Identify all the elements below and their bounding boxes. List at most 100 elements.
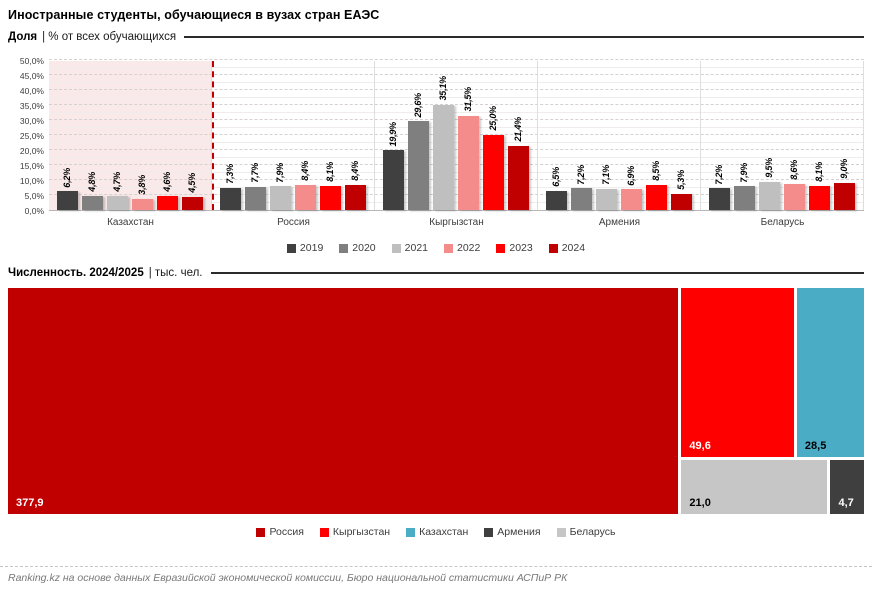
bar-value-label: 25,0% [487,106,498,131]
major-gridline [49,134,864,135]
bar-value-label: 7,2% [575,164,586,185]
share-section-header: Доля | % от всех обучающихся [8,31,864,43]
share-bar-chart: 0,0% 5,0% 10,0% 15,0% 20,0% 25,0% 30,0% 35,0% 40… [8,56,864,233]
bar-rect [671,194,692,210]
bar-rect [57,191,78,210]
major-gridline [49,59,864,60]
legend-label: Россия [269,526,304,538]
kazakhstan-highlight-zone [49,61,212,210]
bar-value-label: 29,6% [412,92,423,118]
category-axis-labels: Казахстан Россия Кыргызстан Армения Беларусь [49,217,864,228]
y-tick-label: 40,0% [19,86,44,96]
legend-swatch [556,527,566,537]
category-label-Россия: Россия [277,217,310,228]
bar-Армения-2021: 7,1% [596,61,617,210]
minor-gridline [49,156,864,158]
page-title: Иностранные студенты, обучающиеся в вуза… [8,8,380,22]
y-tick-label: 15,0% [19,161,44,171]
bar-value-label: 9,5% [763,157,774,178]
legend-swatch [548,243,558,253]
legend-item-Беларусь: Беларусь [556,526,616,538]
legend-label: Кыргызстан [332,526,391,538]
legend-label: 2022 [457,242,481,254]
bar-rect [596,188,617,210]
legend-item-2022: 2022 [444,242,480,254]
bar-value-label: 9,0% [838,159,849,179]
y-tick-label: 0,0% [24,206,44,216]
category-label-Кыргызстан: Кыргызстан [429,217,484,228]
bar-value-label: 8,4% [349,161,360,181]
bar-Россия-2021: 7,9% [270,61,291,210]
bar-rect [82,195,103,210]
legend-swatch [391,243,401,253]
bar-value-label: 19,9% [387,121,398,147]
bar-rect [458,115,479,210]
bar-rect [220,188,241,210]
bar-Беларусь-2021: 9,5% [759,61,780,210]
bar-value-label: 3,8% [136,174,147,195]
major-gridline [49,119,864,120]
bar-Армения-2023: 8,5% [646,61,667,210]
bar-rect [508,145,529,210]
bar-Россия-2022: 8,4% [295,61,316,210]
treemap-top-row: 49,6 28,5 [681,288,864,458]
legend-swatch [286,243,296,253]
bar-rect [546,190,567,210]
bar-group-Кыргызстан: 19,9% 29,6% 35,1% 31,5% 25,0% 21,4% [375,61,538,210]
bar-Казахстан-2022: 3,8% [132,61,153,210]
bar-value-label: 31,5% [462,86,473,112]
share-section-title: Доля [8,31,38,43]
y-tick-label: 50,0% [19,56,44,66]
treemap-block-armenia: 4,7 [830,460,864,514]
bar-Казахстан-2019: 6,2% [57,61,78,210]
minor-gridline [49,186,864,188]
bar-value-label: 8,6% [788,160,799,181]
bar-value-label: 7,7% [249,163,260,183]
bar-value-label: 4,5% [186,172,197,193]
bar-Армения-2024: 5,3% [671,61,692,210]
bar-rect [245,186,266,210]
legend-item-2019: 2019 [286,242,323,254]
count-treemap: 377,9 49,6 28,5 21,0 4,7 [8,288,864,514]
legend-item-2020: 2020 [339,242,376,254]
bar-value-label: 6,9% [625,165,636,186]
bar-value-label: 4,7% [111,172,122,192]
bar-Кыргызстан-2023: 25,0% [483,61,504,210]
minor-gridline [49,66,864,68]
treemap-block-kazakhstan: 28,5 [796,288,864,458]
bar-Армения-2020: 7,2% [571,61,592,210]
bar-group-Армения: 6,5% 7,2% 7,1% 6,9% 8,5% 5,3% [538,61,701,210]
y-tick-label: 30,0% [19,116,44,126]
bar-rect [132,198,153,210]
bar-value-label: 5,3% [675,170,686,191]
y-tick-label: 20,0% [19,146,44,156]
bar-rect [107,195,128,210]
legend-label: Беларусь [569,526,616,538]
bar-rect [621,189,642,210]
major-gridline [49,149,864,150]
bar-group-Беларусь: 7,2% 7,9% 9,5% 8,6% 8,1% 9,0% [701,61,864,210]
count-section-title: Численность. 2024/2025 [8,267,144,279]
minor-gridline [49,111,864,113]
bar-value-label: 7,1% [600,164,611,185]
y-axis: 0,0% 5,0% 10,0% 15,0% 20,0% 25,0% 30,0% 35,0% 40… [8,56,46,216]
bar-value-label: 4,6% [161,172,172,193]
bar-rect [483,135,504,210]
minor-gridline [49,96,864,98]
bar-Беларусь-2023: 8,1% [809,61,830,210]
legend-label: 2021 [404,242,428,254]
bar-value-label: 4,8% [86,171,97,192]
bar-Армения-2019: 6,5% [546,61,567,210]
legend-item-Казахстан: Казахстан [406,526,468,538]
major-gridline [49,89,864,90]
bar-Кыргызстан-2021: 35,1% [433,61,454,210]
bar-Россия-2024: 8,4% [345,61,366,210]
bar-rect [809,185,830,210]
bar-Россия-2023: 8,1% [320,61,341,210]
section-rule [184,36,864,38]
legend-item-2023: 2023 [496,242,533,254]
bar-Кыргызстан-2024: 21,4% [508,61,529,210]
bar-value-label: 8,5% [650,160,661,181]
bar-Беларусь-2020: 7,9% [734,61,755,210]
